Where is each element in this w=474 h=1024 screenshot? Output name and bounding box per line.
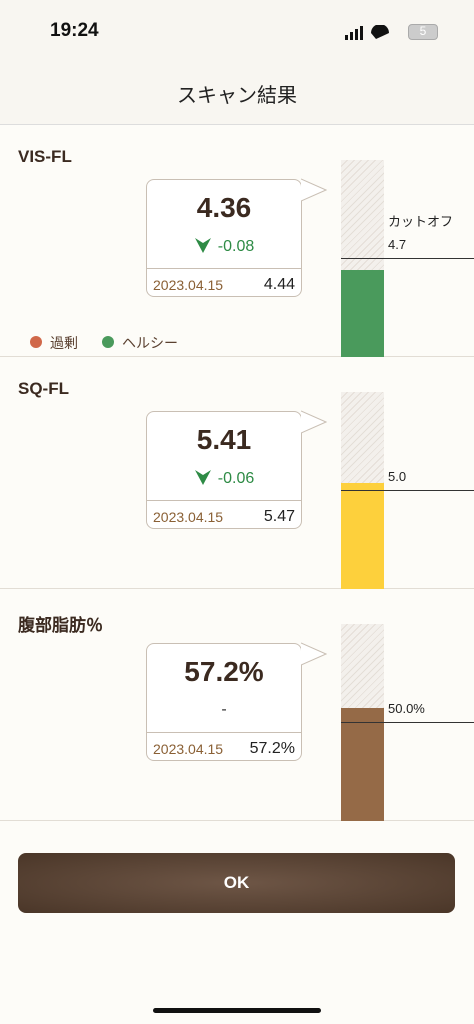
status-bar: 19:24 5 (0, 0, 474, 60)
legend-dot (30, 336, 42, 348)
card-pointer (301, 642, 327, 666)
battery: 5 (408, 24, 438, 40)
legend-label: ヘルシー (122, 335, 178, 351)
card-pointer (301, 410, 327, 434)
current-value: 5.41 (196, 424, 252, 455)
signal-wifi (345, 25, 389, 40)
cutoff-line (341, 490, 474, 491)
result-section: 腹部脂肪％ 50.0% 57.2% - 2023.04.15 57.2% (0, 589, 474, 821)
cutoff-value: 50.0% (388, 701, 425, 716)
card-pointer (301, 178, 327, 202)
change: -0.06 (147, 469, 301, 488)
time: 19:24 (50, 20, 99, 41)
cutoff-value: 4.7 (388, 237, 407, 252)
current-value: 4.36 (196, 192, 252, 223)
result-section: VIS-FL 4.7 カットオフ 4.36 -0.08 2023.04.15 4.44 過剰 ヘ… (0, 125, 474, 357)
value-card: 4.36 -0.08 2023.04.15 4.44 (146, 179, 302, 297)
metric-name: 腹部脂肪％ (18, 616, 103, 635)
bar-fill (341, 270, 384, 357)
change: -0.08 (147, 237, 301, 256)
current-value: 57.2% (184, 656, 264, 687)
down-arrow (194, 470, 211, 485)
header-title: スキャン結果 (0, 60, 474, 125)
legend-label: 過剰 (50, 335, 78, 351)
value-card: 5.41 -0.06 2023.04.15 5.47 (146, 411, 302, 529)
change-value: - (221, 701, 227, 718)
change-value: -0.08 (217, 238, 255, 255)
home-indicator (153, 1008, 321, 1013)
ok-button[interactable]: OK (18, 853, 455, 913)
bar-fill (341, 708, 384, 821)
change-value: -0.06 (217, 470, 255, 487)
date: 2023.04.15 (153, 741, 224, 757)
down-arrow (194, 238, 211, 253)
legend-dot (102, 336, 114, 348)
metric-name: VIS-FL (18, 147, 72, 166)
value-card: 57.2% - 2023.04.15 57.2% (146, 643, 302, 761)
date: 2023.04.15 (153, 277, 224, 293)
cutoff-line (341, 722, 474, 723)
previous-value: 5.47 (263, 508, 295, 525)
divider (147, 500, 301, 501)
date: 2023.04.15 (153, 509, 224, 525)
metric-name: SQ-FL (18, 379, 69, 398)
cutoff-label: カットオフ (388, 214, 454, 229)
cutoff-value: 5.0 (388, 469, 407, 484)
bar-fill (341, 483, 384, 589)
divider (147, 732, 301, 733)
cutoff-line (341, 258, 474, 259)
previous-value: 57.2% (249, 740, 295, 757)
result-section: SQ-FL 5.0 5.41 -0.06 2023.04.15 5.47 (0, 357, 474, 589)
change: - (147, 701, 301, 719)
previous-value: 4.44 (263, 276, 295, 293)
divider (147, 268, 301, 269)
